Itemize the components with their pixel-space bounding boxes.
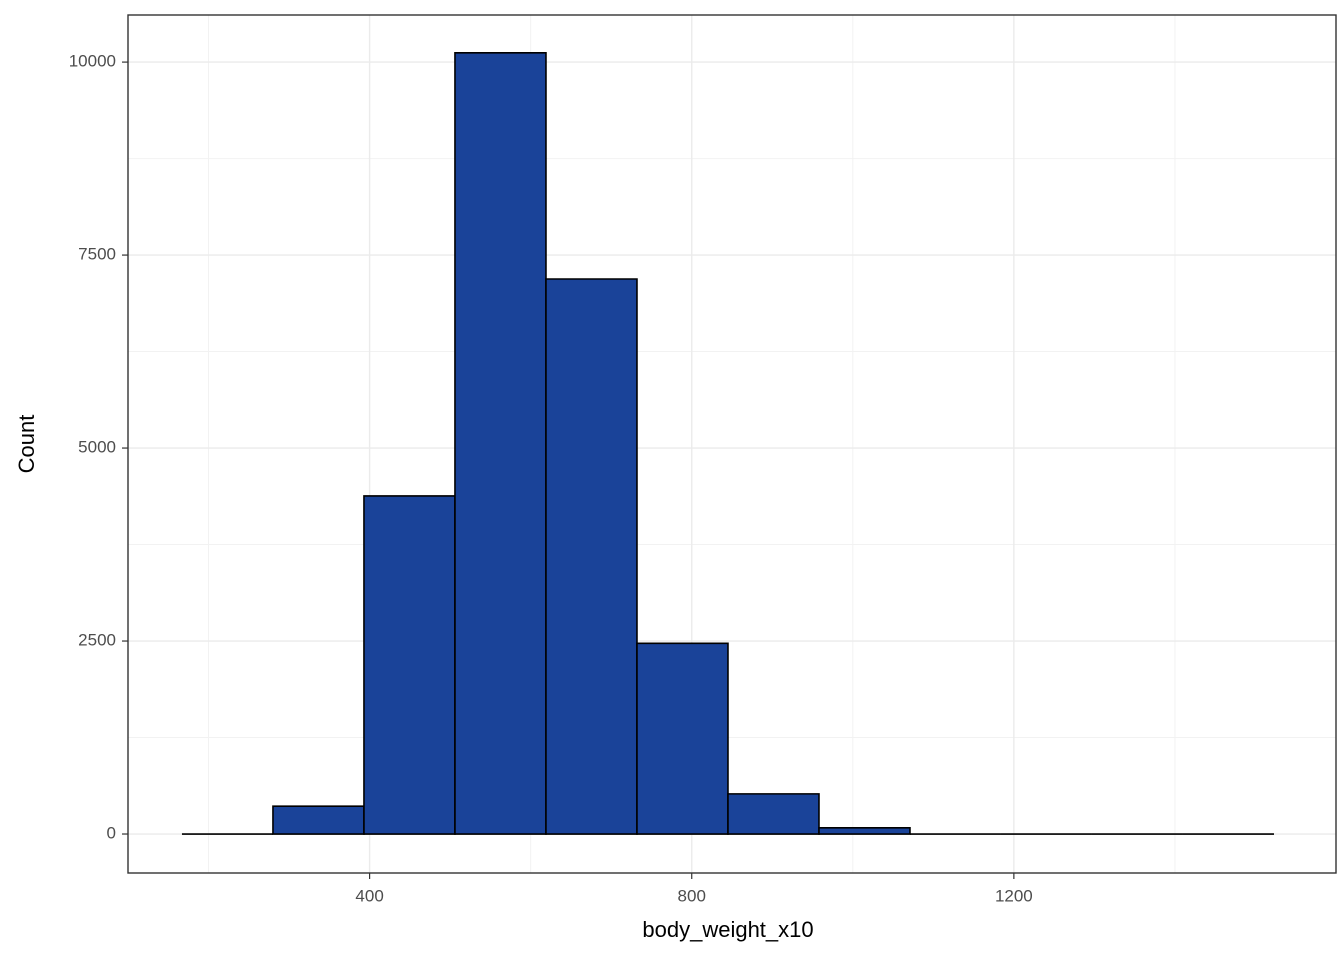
x-axis-title: body_weight_x10 bbox=[642, 917, 813, 942]
bar bbox=[636, 642, 729, 835]
bar bbox=[545, 278, 638, 835]
y-tick-label: 2500 bbox=[78, 631, 116, 650]
bar bbox=[818, 827, 911, 835]
y-tick-label: 7500 bbox=[78, 245, 116, 264]
panel-border bbox=[127, 14, 1337, 874]
bar bbox=[727, 793, 820, 835]
x-tick-label: 1200 bbox=[995, 886, 1033, 905]
x-tick-label: 400 bbox=[355, 886, 383, 905]
y-axis-title: Count bbox=[14, 415, 39, 474]
panel-background bbox=[128, 15, 1336, 873]
x-tick-label: 800 bbox=[678, 886, 706, 905]
y-tick-label: 5000 bbox=[78, 438, 116, 457]
bar bbox=[272, 805, 365, 835]
bar bbox=[363, 495, 456, 835]
y-tick-label: 0 bbox=[107, 824, 116, 843]
bar bbox=[454, 52, 547, 835]
y-tick-label: 10000 bbox=[69, 52, 116, 71]
